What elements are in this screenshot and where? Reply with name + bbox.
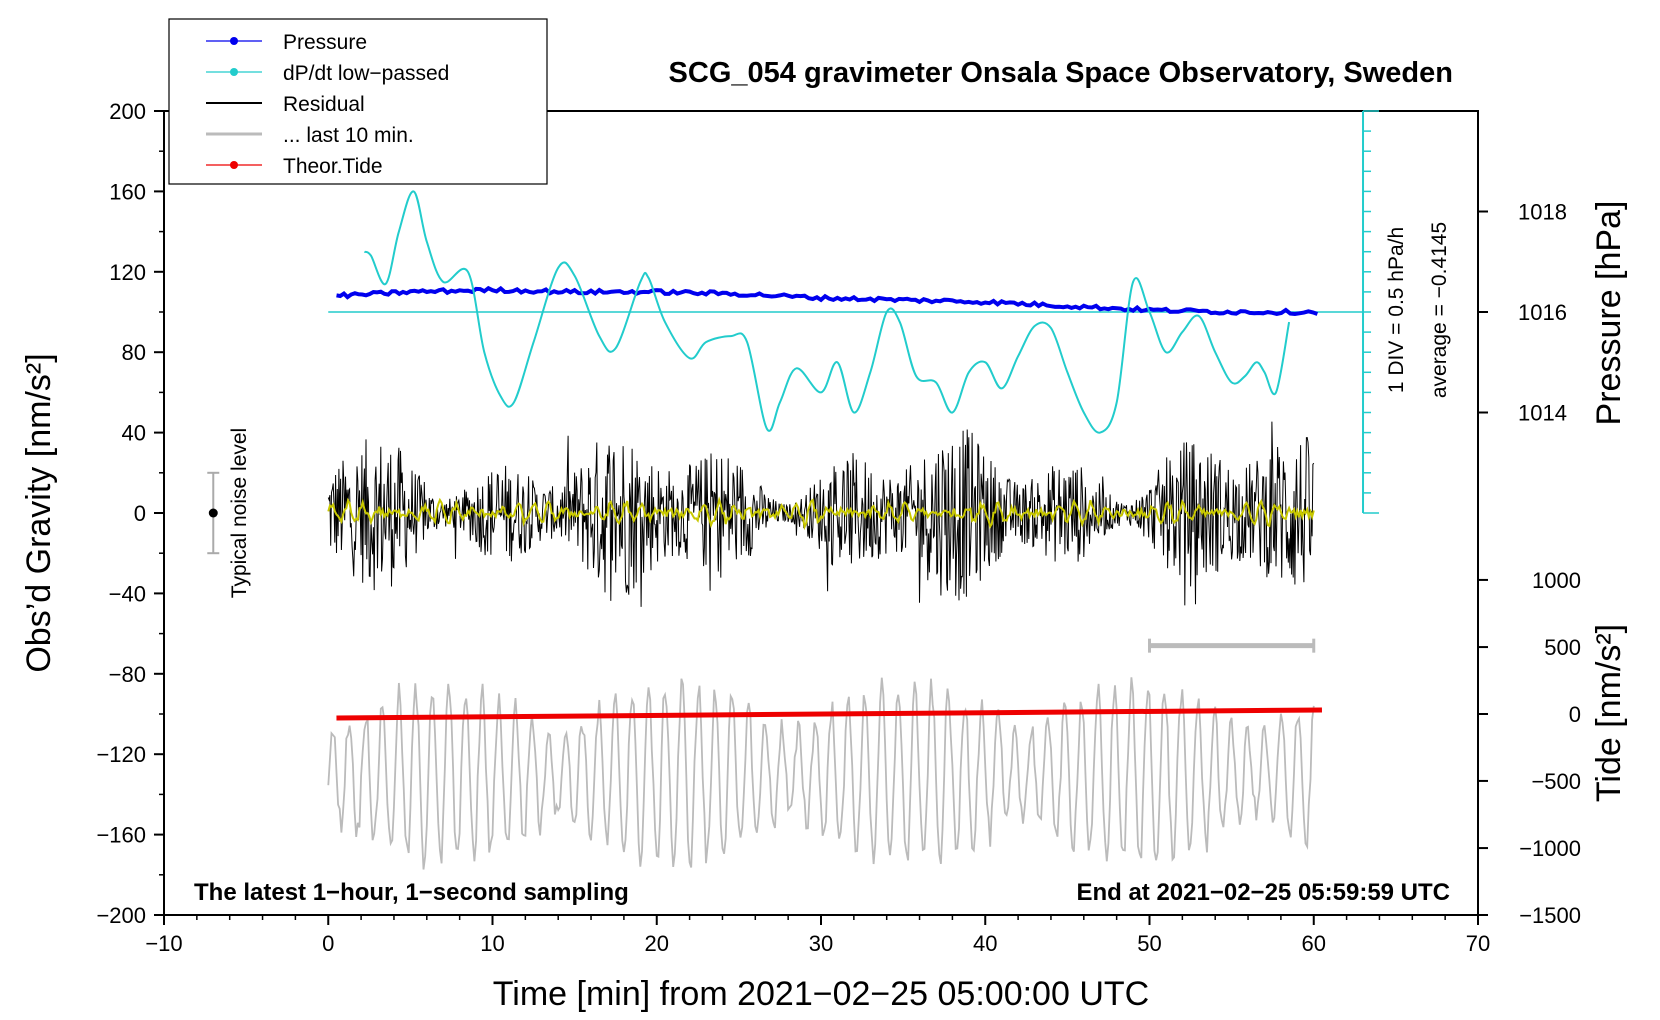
pressure-line (336, 285, 1319, 317)
y-tick-label: 80 (122, 340, 146, 365)
legend-label: Pressure (283, 31, 367, 54)
y-tick-label: 160 (109, 179, 146, 204)
tide-tick-label: 1000 (1532, 568, 1581, 593)
tide-tick-label: −1000 (1519, 836, 1581, 861)
dpdt-scale-bar (1362, 110, 1380, 514)
pressure-tick-label: 1016 (1518, 300, 1567, 325)
tide-tick-label: −500 (1531, 769, 1581, 794)
pressure-tick-label: 1018 (1518, 200, 1567, 225)
annotation-latest-hour: The latest 1−hour, 1−second sampling (194, 879, 629, 906)
x-tick-label: 0 (322, 931, 334, 956)
legend-box (168, 18, 548, 185)
legend-marker (230, 161, 238, 169)
last-ten-minutes-line (327, 677, 1315, 870)
x-tick-label: 30 (809, 931, 833, 956)
tide-tick-label: 500 (1544, 635, 1581, 660)
y-axis-title-pressure: Pressure [hPa] (1590, 201, 1628, 426)
x-axis-ticks: −10 0 10 20 30 40 50 60 70 (145, 915, 1490, 956)
noise-level-marker (207, 471, 220, 555)
annotation-end-time: End at 2021−02−25 05:59:59 UTC (1076, 879, 1450, 906)
legend-label: ... last 10 min. (283, 124, 414, 147)
legend-label: Theor.Tide (283, 155, 383, 178)
y-tick-label: 200 (109, 99, 146, 124)
y-tick-label: 0 (134, 501, 146, 526)
dpdt-average-label: average = −0.4145 (1428, 222, 1451, 398)
chart-title: SCG_054 gravimeter Onsala Space Observat… (669, 57, 1453, 89)
noise-bar-dot (208, 508, 218, 518)
noise-level-label: Typical noise level (228, 428, 251, 598)
x-tick-label: 70 (1466, 931, 1490, 956)
tide-axis-ticks: 1000 500 0 −500 −1000 −1500 (1478, 568, 1581, 928)
dpdt-lowpassed-line (363, 190, 1291, 434)
tide-tick-label: −1500 (1519, 903, 1581, 928)
y-tick-label: −160 (96, 823, 146, 848)
residual-lowpassed-line (327, 496, 1315, 531)
x-tick-label: 40 (973, 931, 997, 956)
pressure-axis-ticks: 1018 1016 1014 (1478, 200, 1567, 426)
y-tick-label: 40 (122, 421, 146, 446)
y-tick-label: −80 (109, 662, 146, 687)
y-tick-label: 120 (109, 260, 146, 285)
legend-marker (230, 37, 238, 45)
legend-label: Residual (283, 93, 365, 116)
dpdt-scale-label: 1 DIV = 0.5 hPa/h (1385, 227, 1408, 393)
pressure-tick-label: 1014 (1518, 401, 1567, 426)
x-tick-label: −10 (145, 931, 182, 956)
y-axis-title-left: Obs’d Gravity [nm/s²] (20, 353, 58, 672)
y-tick-label: −120 (96, 742, 146, 767)
series-layer (327, 190, 1364, 870)
residual-line (327, 421, 1315, 607)
x-axis-title: Time [min] from 2021−02−25 05:00:00 UTC (493, 975, 1149, 1013)
theoretical-tide-line (336, 707, 1322, 721)
y-tick-label: −200 (96, 903, 146, 928)
y-tick-label: −40 (109, 581, 146, 606)
legend: Pressure dP/dt low−passed Residual ... last… (168, 18, 548, 185)
tide-tick-label: 0 (1569, 702, 1581, 727)
x-tick-label: 20 (645, 931, 669, 956)
x-tick-label: 60 (1302, 931, 1326, 956)
y-axis-title-tide: Tide [nm/s²] (1590, 624, 1628, 802)
x-tick-label: 10 (480, 931, 504, 956)
ten-minute-bar (1148, 638, 1316, 653)
x-tick-label: 50 (1137, 931, 1161, 956)
y-axis-ticks: 200 160 120 80 40 0 −40 −80 −120 −160 −200 (96, 99, 164, 928)
legend-label: dP/dt low−passed (283, 62, 449, 85)
legend-marker (230, 68, 238, 76)
